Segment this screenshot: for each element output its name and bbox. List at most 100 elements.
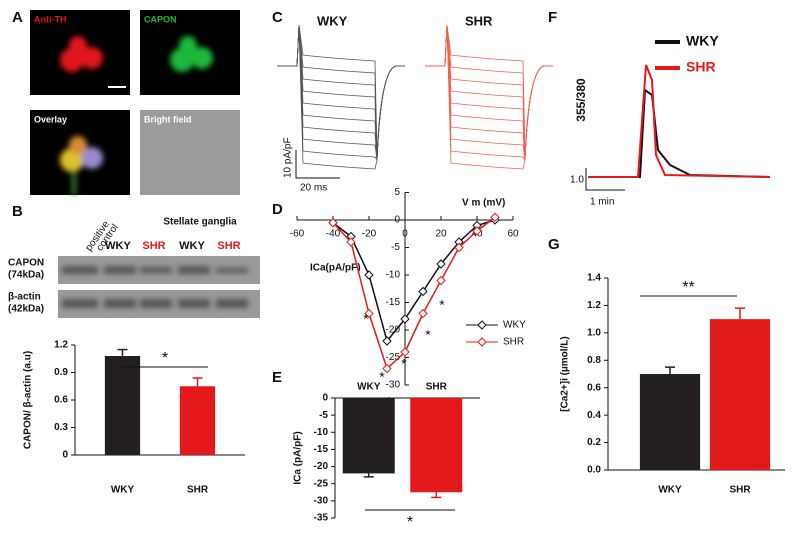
panel-letter: G xyxy=(548,236,560,253)
lane-label: SHR xyxy=(142,240,165,252)
trace-label: SHR xyxy=(465,13,493,28)
marker xyxy=(418,286,428,297)
y-tick-label: -35 xyxy=(314,513,329,524)
panel-letter: F xyxy=(548,9,557,26)
marker xyxy=(436,275,446,286)
row-label: (74kDa) xyxy=(8,270,44,281)
trace xyxy=(277,24,405,170)
trace xyxy=(277,24,405,156)
trace xyxy=(425,24,553,156)
trace xyxy=(588,88,771,178)
trace xyxy=(425,24,553,161)
scale-y: 1.0 xyxy=(570,175,584,186)
x-tick-label: WKY xyxy=(111,485,135,496)
marker xyxy=(346,237,356,247)
scale-bar xyxy=(585,168,625,191)
trace xyxy=(588,64,771,178)
y-tick-label: -10 xyxy=(386,270,401,281)
series-line xyxy=(332,219,496,343)
marker xyxy=(472,226,482,236)
image-label: CAPON xyxy=(144,14,177,24)
x-tick-label: 20 xyxy=(435,229,447,240)
y-tick-label: 1.2 xyxy=(54,340,68,351)
trace xyxy=(425,24,553,161)
y-tick-label: -5 xyxy=(319,410,328,421)
trace-label: WKY xyxy=(317,13,348,28)
scale-y: 10 pA/pF xyxy=(283,137,294,178)
y-tick-label: 5 xyxy=(394,187,400,198)
legend-label: SHR xyxy=(503,337,524,348)
panel-letter: C xyxy=(272,9,283,26)
marker xyxy=(400,314,410,324)
y-tick-label: -10 xyxy=(314,427,329,438)
marker xyxy=(382,363,392,374)
x-tick-label: SHR xyxy=(187,485,209,496)
series-line xyxy=(332,216,496,370)
trace xyxy=(277,24,405,161)
y-tick-label: -20 xyxy=(314,461,329,472)
y-tick-label: 0.4 xyxy=(587,410,601,421)
x-tick-label: 0 xyxy=(402,229,408,240)
trace xyxy=(425,24,553,162)
y-tick-label: 0 xyxy=(62,450,68,461)
group-label: Stellate ganglia xyxy=(163,217,237,228)
y-tick-label: -15 xyxy=(386,297,401,308)
bar xyxy=(410,398,463,493)
ylabel: CAPON/ β-actin (a.u) xyxy=(23,351,34,449)
trace xyxy=(425,24,553,161)
panel-letter: E xyxy=(272,369,282,386)
lane-label: SHR xyxy=(217,240,240,252)
marker xyxy=(436,259,446,269)
marker xyxy=(364,270,374,280)
legend-label: WKY xyxy=(686,33,719,49)
bar xyxy=(709,319,771,470)
y-tick-label: 0.2 xyxy=(587,437,601,448)
row-label: CAPON xyxy=(8,258,44,269)
scale-bar xyxy=(295,150,340,179)
annotation: * xyxy=(363,311,369,327)
y-tick-label: -5 xyxy=(391,242,400,253)
lane-label: WKY xyxy=(179,240,205,252)
ylabel: ICa (pA/pF) xyxy=(293,431,304,484)
x-tick-label: -60 xyxy=(290,229,305,240)
panel-letter: D xyxy=(272,201,283,218)
x-tick-label: WKY xyxy=(658,485,682,496)
image-label: Overlay xyxy=(34,114,67,124)
y-tick-label: 1.0 xyxy=(587,327,601,338)
trace xyxy=(425,24,553,161)
y-tick-label: 0.3 xyxy=(54,422,68,433)
scale-x: 20 ms xyxy=(300,183,327,194)
significance: * xyxy=(162,350,168,367)
legend-marker xyxy=(477,320,487,330)
bar xyxy=(104,356,141,455)
annotation: * xyxy=(379,369,385,385)
trace xyxy=(277,24,405,161)
marker xyxy=(400,347,410,357)
annotation: * xyxy=(425,327,431,343)
marker xyxy=(490,212,500,222)
ylabel: 355/380 xyxy=(574,78,588,122)
y-tick-label: 0.0 xyxy=(587,465,601,476)
marker xyxy=(418,308,428,319)
trace xyxy=(425,24,553,170)
legend-label: SHR xyxy=(686,59,716,75)
image xyxy=(140,110,240,195)
trace xyxy=(425,24,553,161)
image-label: Anti-TH xyxy=(34,14,67,24)
legend-marker xyxy=(477,337,487,347)
y-tick-label: -30 xyxy=(314,495,329,506)
bar xyxy=(179,386,216,455)
y-tick-label: 0 xyxy=(322,393,328,404)
marker xyxy=(328,218,338,228)
marker xyxy=(454,242,464,253)
trace xyxy=(277,24,405,161)
y-tick-label: -30 xyxy=(386,380,401,391)
x-tick-label: -40 xyxy=(326,229,341,240)
lane-label: WKY xyxy=(105,240,131,252)
x-tick-label: SHR xyxy=(729,485,751,496)
marker xyxy=(364,308,374,319)
marker xyxy=(382,336,392,346)
y-tick-label: 1.2 xyxy=(587,300,601,311)
micrographs xyxy=(30,10,240,195)
